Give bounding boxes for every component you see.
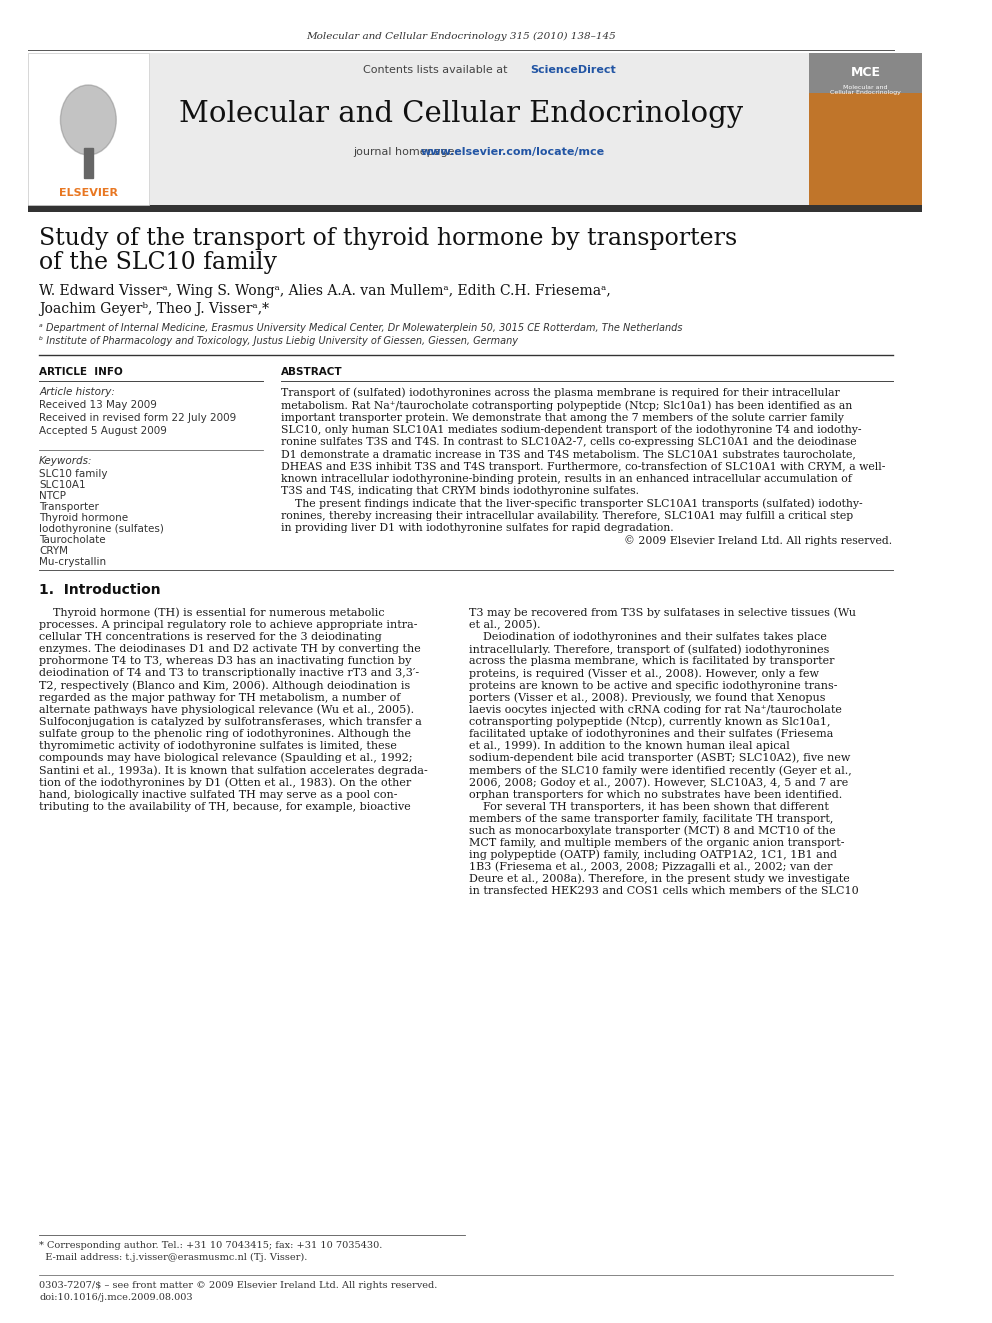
Text: important transporter protein. We demonstrate that among the 7 members of the so: important transporter protein. We demons… bbox=[281, 413, 843, 422]
Text: E-mail address: t.j.visser@erasmusmc.nl (Tj. Visser).: E-mail address: t.j.visser@erasmusmc.nl … bbox=[39, 1253, 308, 1262]
Text: prohormone T4 to T3, whereas D3 has an inactivating function by: prohormone T4 to T3, whereas D3 has an i… bbox=[39, 656, 412, 667]
Text: cotransporting polypeptide (Ntcp), currently known as Slc10a1,: cotransporting polypeptide (Ntcp), curre… bbox=[468, 717, 830, 728]
Text: members of the same transporter family, facilitate TH transport,: members of the same transporter family, … bbox=[468, 814, 833, 824]
Text: known intracellular iodothyronine-binding protein, results in an enhanced intrac: known intracellular iodothyronine-bindin… bbox=[281, 474, 852, 484]
Text: such as monocarboxylate transporter (MCT) 8 and MCT10 of the: such as monocarboxylate transporter (MCT… bbox=[468, 826, 835, 836]
Text: W. Edward Visserᵃ, Wing S. Wongᵃ, Alies A.A. van Mullemᵃ, Edith C.H. Friesemaᵃ,: W. Edward Visserᵃ, Wing S. Wongᵃ, Alies … bbox=[39, 284, 611, 298]
Ellipse shape bbox=[61, 85, 116, 155]
Text: facilitated uptake of iodothyronines and their sulfates (Friesema: facilitated uptake of iodothyronines and… bbox=[468, 729, 833, 740]
Text: Molecular and Cellular Endocrinology 315 (2010) 138–145: Molecular and Cellular Endocrinology 315… bbox=[307, 32, 616, 41]
Text: journal homepage:: journal homepage: bbox=[353, 147, 462, 157]
Text: doi:10.1016/j.mce.2009.08.003: doi:10.1016/j.mce.2009.08.003 bbox=[39, 1294, 192, 1303]
Text: The present findings indicate that the liver-specific transporter SLC10A1 transp: The present findings indicate that the l… bbox=[281, 499, 862, 509]
Text: ing polypeptide (OATP) family, including OATP1A2, 1C1, 1B1 and: ing polypeptide (OATP) family, including… bbox=[468, 849, 836, 860]
Text: 0303-7207/$ – see front matter © 2009 Elsevier Ireland Ltd. All rights reserved.: 0303-7207/$ – see front matter © 2009 El… bbox=[39, 1282, 437, 1290]
Text: Joachim Geyerᵇ, Theo J. Visserᵃ,*: Joachim Geyerᵇ, Theo J. Visserᵃ,* bbox=[39, 302, 269, 316]
Text: SLC10 family: SLC10 family bbox=[39, 468, 107, 479]
Text: SLC10A1: SLC10A1 bbox=[39, 480, 85, 490]
Text: laevis oocytes injected with cRNA coding for rat Na⁺/taurocholate: laevis oocytes injected with cRNA coding… bbox=[468, 705, 841, 714]
Text: members of the SLC10 family were identified recently (Geyer et al.,: members of the SLC10 family were identif… bbox=[468, 765, 851, 775]
Text: ronines, thereby increasing their intracellular availability. Therefore, SLC10A1: ronines, thereby increasing their intrac… bbox=[281, 511, 853, 521]
Text: Study of the transport of thyroid hormone by transporters: Study of the transport of thyroid hormon… bbox=[39, 226, 737, 250]
Text: D1 demonstrate a dramatic increase in T3S and T4S metabolism. The SLC10A1 substr: D1 demonstrate a dramatic increase in T3… bbox=[281, 450, 856, 459]
Text: across the plasma membrane, which is facilitated by transporter: across the plasma membrane, which is fac… bbox=[468, 656, 834, 667]
FancyBboxPatch shape bbox=[808, 53, 923, 205]
FancyBboxPatch shape bbox=[808, 53, 923, 93]
Text: processes. A principal regulatory role to achieve appropriate intra-: processes. A principal regulatory role t… bbox=[39, 620, 418, 630]
Text: MCE: MCE bbox=[851, 66, 881, 79]
Text: sulfate group to the phenolic ring of iodothyronines. Although the: sulfate group to the phenolic ring of io… bbox=[39, 729, 411, 740]
Text: Mu-crystallin: Mu-crystallin bbox=[39, 557, 106, 568]
Text: SLC10, only human SLC10A1 mediates sodium-dependent transport of the iodothyroni: SLC10, only human SLC10A1 mediates sodiu… bbox=[281, 425, 861, 435]
Text: porters (Visser et al., 2008). Previously, we found that Xenopus: porters (Visser et al., 2008). Previousl… bbox=[468, 692, 825, 703]
Text: et al., 1999). In addition to the known human ileal apical: et al., 1999). In addition to the known … bbox=[468, 741, 790, 751]
Text: metabolism. Rat Na⁺/taurocholate cotransporting polypeptide (Ntcp; Slc10a1) has : metabolism. Rat Na⁺/taurocholate cotrans… bbox=[281, 400, 852, 410]
Text: T2, respectively (Blanco and Kim, 2006). Although deiodination is: T2, respectively (Blanco and Kim, 2006).… bbox=[39, 680, 411, 691]
Text: compounds may have biological relevance (Spaulding et al., 1992;: compounds may have biological relevance … bbox=[39, 753, 413, 763]
Text: Deure et al., 2008a). Therefore, in the present study we investigate: Deure et al., 2008a). Therefore, in the … bbox=[468, 875, 849, 885]
Text: sodium-dependent bile acid transporter (ASBT; SLC10A2), five new: sodium-dependent bile acid transporter (… bbox=[468, 753, 850, 763]
Text: CRYM: CRYM bbox=[39, 546, 68, 556]
Text: regarded as the major pathway for TH metabolism, a number of: regarded as the major pathway for TH met… bbox=[39, 693, 401, 703]
Text: enzymes. The deiodinases D1 and D2 activate TH by converting the: enzymes. The deiodinases D1 and D2 activ… bbox=[39, 644, 421, 655]
Text: ABSTRACT: ABSTRACT bbox=[281, 366, 342, 377]
Text: DHEAS and E3S inhibit T3S and T4S transport. Furthermore, co-transfection of SLC: DHEAS and E3S inhibit T3S and T4S transp… bbox=[281, 462, 885, 472]
Text: ᵃ Department of Internal Medicine, Erasmus University Medical Center, Dr Molewat: ᵃ Department of Internal Medicine, Erasm… bbox=[39, 323, 682, 333]
Text: T3 may be recovered from T3S by sulfatases in selective tissues (Wu: T3 may be recovered from T3S by sulfatas… bbox=[468, 607, 856, 618]
Text: thyromimetic activity of iodothyronine sulfates is limited, these: thyromimetic activity of iodothyronine s… bbox=[39, 741, 397, 751]
Text: ELSEVIER: ELSEVIER bbox=[59, 188, 118, 198]
Text: ronine sulfates T3S and T4S. In contrast to SLC10A2-7, cells co-expressing SLC10: ronine sulfates T3S and T4S. In contrast… bbox=[281, 437, 856, 447]
Text: Contents lists available at: Contents lists available at bbox=[363, 65, 511, 75]
FancyBboxPatch shape bbox=[28, 53, 808, 205]
Text: Thyroid hormone (TH) is essential for numerous metabolic: Thyroid hormone (TH) is essential for nu… bbox=[39, 607, 385, 618]
Text: 1B3 (Friesema et al., 2003, 2008; Pizzagalli et al., 2002; van der: 1B3 (Friesema et al., 2003, 2008; Pizzag… bbox=[468, 861, 832, 872]
Text: proteins, is required (Visser et al., 2008). However, only a few: proteins, is required (Visser et al., 20… bbox=[468, 668, 818, 679]
Text: hand, biologically inactive sulfated TH may serve as a pool con-: hand, biologically inactive sulfated TH … bbox=[39, 790, 398, 799]
Text: * Corresponding author. Tel.: +31 10 7043415; fax: +31 10 7035430.: * Corresponding author. Tel.: +31 10 704… bbox=[39, 1241, 383, 1249]
Text: Taurocholate: Taurocholate bbox=[39, 534, 106, 545]
Text: ᵇ Institute of Pharmacology and Toxicology, Justus Liebig University of Giessen,: ᵇ Institute of Pharmacology and Toxicolo… bbox=[39, 336, 518, 347]
Text: © 2009 Elsevier Ireland Ltd. All rights reserved.: © 2009 Elsevier Ireland Ltd. All rights … bbox=[625, 536, 893, 546]
Text: Keywords:: Keywords: bbox=[39, 456, 92, 466]
Text: Article history:: Article history: bbox=[39, 388, 115, 397]
Text: T3S and T4S, indicating that CRYM binds iodothyronine sulfates.: T3S and T4S, indicating that CRYM binds … bbox=[281, 487, 639, 496]
Text: tributing to the availability of TH, because, for example, bioactive: tributing to the availability of TH, bec… bbox=[39, 802, 411, 811]
Text: Thyroid hormone: Thyroid hormone bbox=[39, 513, 128, 523]
Text: in transfected HEK293 and COS1 cells which members of the SLC10: in transfected HEK293 and COS1 cells whi… bbox=[468, 886, 858, 896]
Text: Molecular and
Cellular Endocrinology: Molecular and Cellular Endocrinology bbox=[830, 85, 901, 95]
Text: Transport of (sulfated) iodothyronines across the plasma membrane is required fo: Transport of (sulfated) iodothyronines a… bbox=[281, 388, 839, 398]
Text: Accepted 5 August 2009: Accepted 5 August 2009 bbox=[39, 426, 167, 437]
Text: Received 13 May 2009: Received 13 May 2009 bbox=[39, 400, 157, 410]
Text: orphan transporters for which no substrates have been identified.: orphan transporters for which no substra… bbox=[468, 790, 842, 799]
Text: MCT family, and multiple members of the organic anion transport-: MCT family, and multiple members of the … bbox=[468, 837, 844, 848]
Bar bbox=[28, 205, 923, 212]
Text: www.elsevier.com/locate/mce: www.elsevier.com/locate/mce bbox=[421, 147, 604, 157]
Text: Molecular and Cellular Endocrinology: Molecular and Cellular Endocrinology bbox=[180, 101, 743, 128]
Text: et al., 2005).: et al., 2005). bbox=[468, 620, 540, 630]
Text: intracellularly. Therefore, transport of (sulfated) iodothyronines: intracellularly. Therefore, transport of… bbox=[468, 644, 829, 655]
Text: cellular TH concentrations is reserved for the 3 deiodinating: cellular TH concentrations is reserved f… bbox=[39, 632, 382, 642]
Text: Santini et al., 1993a). It is known that sulfation accelerates degrada-: Santini et al., 1993a). It is known that… bbox=[39, 765, 428, 775]
Text: proteins are known to be active and specific iodothyronine trans-: proteins are known to be active and spec… bbox=[468, 680, 837, 691]
Text: Transporter: Transporter bbox=[39, 501, 99, 512]
Text: deiodination of T4 and T3 to transcriptionally inactive rT3 and 3,3′-: deiodination of T4 and T3 to transcripti… bbox=[39, 668, 420, 679]
Bar bbox=[83, 148, 93, 179]
Text: tion of the iodothyronines by D1 (Otten et al., 1983). On the other: tion of the iodothyronines by D1 (Otten … bbox=[39, 777, 412, 787]
FancyBboxPatch shape bbox=[28, 53, 149, 205]
Text: ARTICLE  INFO: ARTICLE INFO bbox=[39, 366, 123, 377]
Text: ScienceDirect: ScienceDirect bbox=[530, 65, 616, 75]
Text: Received in revised form 22 July 2009: Received in revised form 22 July 2009 bbox=[39, 413, 236, 423]
Text: alternate pathways have physiological relevance (Wu et al., 2005).: alternate pathways have physiological re… bbox=[39, 705, 415, 714]
Text: in providing liver D1 with iodothyronine sulfates for rapid degradation.: in providing liver D1 with iodothyronine… bbox=[281, 524, 674, 533]
Text: Deiodination of iodothyronines and their sulfates takes place: Deiodination of iodothyronines and their… bbox=[468, 632, 826, 642]
Text: Sulfoconjugation is catalyzed by sulfotransferases, which transfer a: Sulfoconjugation is catalyzed by sulfotr… bbox=[39, 717, 422, 726]
Text: 2006, 2008; Godoy et al., 2007). However, SLC10A3, 4, 5 and 7 are: 2006, 2008; Godoy et al., 2007). However… bbox=[468, 777, 848, 787]
Text: NTCP: NTCP bbox=[39, 491, 66, 501]
Text: For several TH transporters, it has been shown that different: For several TH transporters, it has been… bbox=[468, 802, 828, 811]
Text: of the SLC10 family: of the SLC10 family bbox=[39, 251, 277, 274]
Text: Iodothyronine (sulfates): Iodothyronine (sulfates) bbox=[39, 524, 164, 534]
Text: 1.  Introduction: 1. Introduction bbox=[39, 583, 161, 597]
